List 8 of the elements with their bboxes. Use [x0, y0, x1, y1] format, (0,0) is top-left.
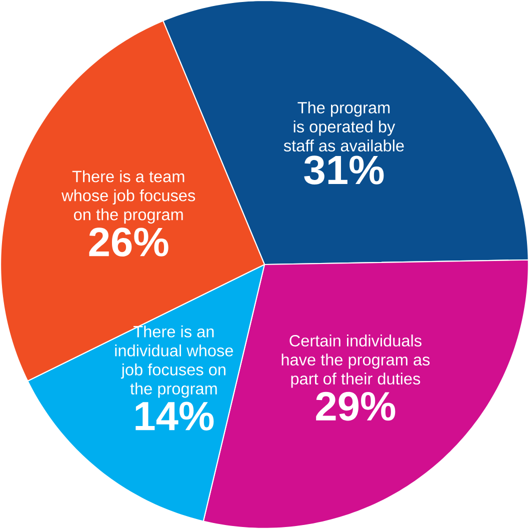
data-label: 31%	[304, 156, 384, 184]
slice-label: The program is operated by staff as available	[284, 102, 404, 152]
data-label: 26%	[89, 228, 168, 257]
data-label: 29%	[316, 392, 396, 421]
data-label: 14%	[136, 402, 214, 430]
slice-label: There is a team whose job focuses on the program	[62, 170, 196, 224]
slice-label: Certain individuals have the program as part of their duties	[282, 334, 430, 388]
slice-label: There is an individual whose job focuses on the program	[115, 325, 233, 398]
